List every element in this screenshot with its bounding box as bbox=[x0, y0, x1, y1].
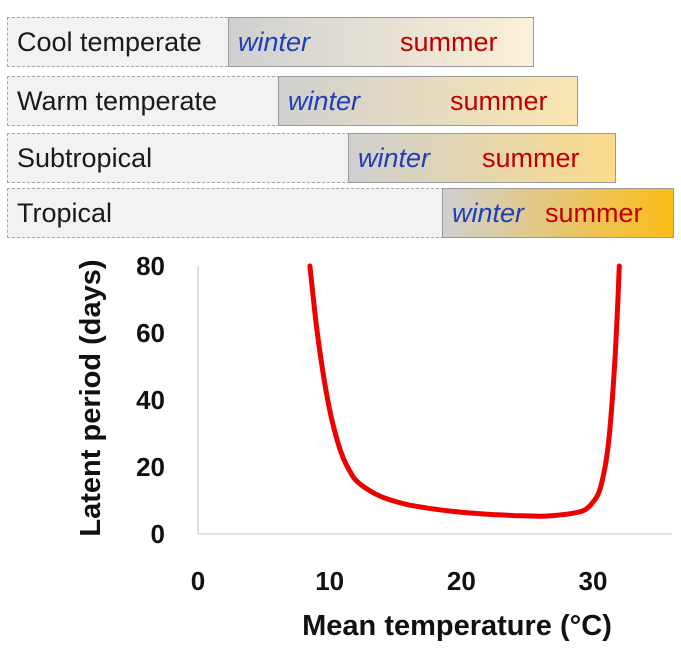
season-range-box: winter summer bbox=[278, 76, 578, 126]
zone-bar-tropical: Tropical winter summer bbox=[7, 188, 674, 238]
latent-period-curve bbox=[307, 263, 622, 519]
zone-bar-cool-temperate: Cool temperate winter summer bbox=[7, 17, 534, 67]
season-range-box: winter summer bbox=[348, 133, 616, 183]
x-tick-label: 20 bbox=[447, 566, 476, 596]
x-tick-labels: 0 10 20 30 bbox=[191, 566, 608, 596]
zone-name: Tropical bbox=[17, 198, 113, 228]
summer-label: summer bbox=[482, 143, 580, 173]
x-tick-label: 30 bbox=[579, 566, 608, 596]
summer-label: summer bbox=[450, 86, 548, 116]
summer-label: summer bbox=[545, 198, 643, 228]
zone-bar-subtropical: Subtropical winter summer bbox=[7, 133, 616, 183]
winter-label: winter bbox=[452, 198, 525, 228]
y-axis-title: Latent period (days) bbox=[75, 259, 107, 536]
summer-label: summer bbox=[400, 27, 498, 57]
x-tick-label: 0 bbox=[191, 566, 205, 596]
x-axis-title: Mean temperature (°C) bbox=[302, 610, 612, 642]
y-tick-label: 0 bbox=[151, 519, 165, 549]
winter-label: winter bbox=[358, 143, 431, 173]
zone-name: Warm temperate bbox=[17, 86, 218, 116]
season-range-box: winter summer bbox=[228, 17, 534, 67]
y-tick-label: 40 bbox=[136, 385, 165, 415]
winter-label: winter bbox=[238, 27, 311, 57]
y-tick-label: 60 bbox=[136, 318, 165, 348]
y-tick-label: 20 bbox=[136, 452, 165, 482]
x-tick-label: 10 bbox=[315, 566, 344, 596]
chart-axes bbox=[197, 266, 672, 535]
zone-name: Subtropical bbox=[17, 143, 153, 173]
winter-label: winter bbox=[288, 86, 361, 116]
y-tick-labels: 0 20 40 60 80 bbox=[136, 251, 165, 549]
season-range-box: winter summer bbox=[442, 188, 674, 238]
y-tick-label: 80 bbox=[136, 251, 165, 281]
zone-name: Cool temperate bbox=[17, 27, 202, 57]
zone-bar-warm-temperate: Warm temperate winter summer bbox=[7, 76, 578, 126]
